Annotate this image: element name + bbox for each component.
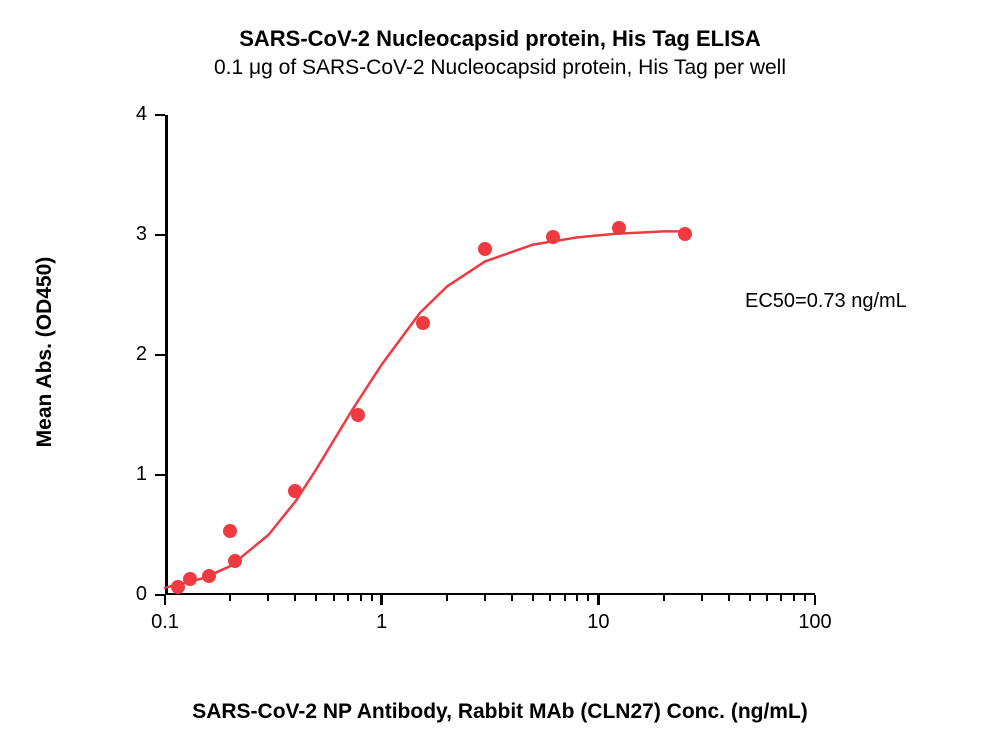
x-minor-tick	[701, 595, 703, 601]
x-minor-tick	[663, 595, 665, 601]
x-minor-tick	[360, 595, 362, 601]
data-point	[546, 230, 560, 244]
x-minor-tick	[728, 595, 730, 601]
x-minor-tick	[549, 595, 551, 601]
y-tick	[155, 234, 165, 237]
x-minor-tick	[229, 595, 231, 601]
x-minor-tick	[315, 595, 317, 601]
data-point	[678, 227, 692, 241]
x-minor-tick	[333, 595, 335, 601]
x-tick	[164, 595, 167, 605]
x-minor-tick	[294, 595, 296, 601]
y-tick	[155, 474, 165, 477]
fit-curve	[165, 115, 815, 595]
y-tick-label: 1	[97, 463, 147, 486]
x-minor-tick	[804, 595, 806, 601]
y-axis-label: Mean Abs. (OD450)	[33, 202, 57, 502]
x-minor-tick	[532, 595, 534, 601]
x-minor-tick	[749, 595, 751, 601]
y-tick-label: 0	[97, 583, 147, 606]
x-minor-tick	[576, 595, 578, 601]
x-minor-tick	[267, 595, 269, 601]
data-point	[223, 524, 237, 538]
x-tick-label: 1	[342, 611, 422, 634]
y-tick-label: 3	[97, 223, 147, 246]
elisa-chart: SARS-CoV-2 Nucleocapsid protein, His Tag…	[0, 0, 1000, 752]
chart-subtitle: 0.1 μg of SARS-CoV-2 Nucleocapsid protei…	[0, 56, 1000, 80]
x-minor-tick	[780, 595, 782, 601]
x-minor-tick	[564, 595, 566, 601]
plot-area: 012340.1110100	[165, 115, 815, 595]
data-point	[478, 242, 492, 256]
data-point	[612, 221, 626, 235]
x-tick-label: 0.1	[125, 611, 205, 634]
data-point	[351, 408, 365, 422]
data-point	[416, 316, 430, 330]
x-minor-tick	[511, 595, 513, 601]
x-tick	[814, 595, 817, 605]
data-point	[288, 484, 302, 498]
x-minor-tick	[484, 595, 486, 601]
y-tick	[155, 354, 165, 357]
x-minor-tick	[446, 595, 448, 601]
data-point	[183, 572, 197, 586]
data-point	[228, 554, 242, 568]
y-tick	[155, 114, 165, 117]
x-tick	[597, 595, 600, 605]
x-minor-tick	[766, 595, 768, 601]
x-minor-tick	[371, 595, 373, 601]
x-tick-label: 10	[558, 611, 638, 634]
x-tick	[380, 595, 383, 605]
data-point	[202, 569, 216, 583]
x-minor-tick	[793, 595, 795, 601]
y-tick-label: 2	[97, 343, 147, 366]
x-minor-tick	[347, 595, 349, 601]
x-axis-label: SARS-CoV-2 NP Antibody, Rabbit MAb (CLN2…	[0, 700, 1000, 724]
chart-title: SARS-CoV-2 Nucleocapsid protein, His Tag…	[0, 26, 1000, 52]
x-minor-tick	[587, 595, 589, 601]
x-tick-label: 100	[775, 611, 855, 634]
y-tick-label: 4	[97, 103, 147, 126]
